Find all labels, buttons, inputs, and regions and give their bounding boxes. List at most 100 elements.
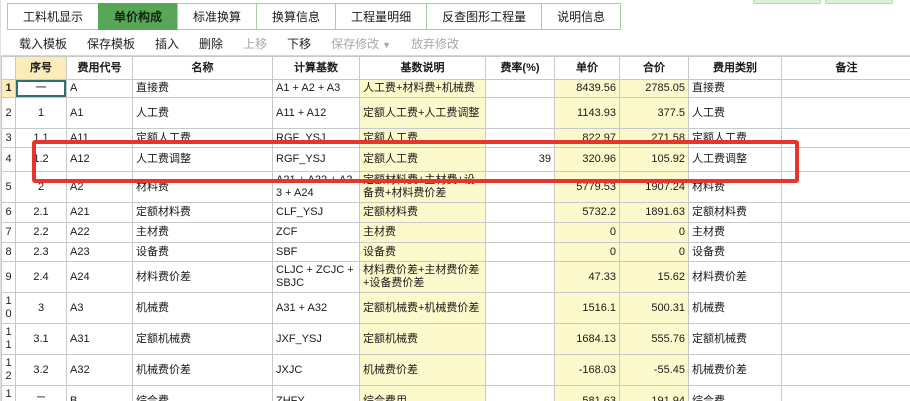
cell-rate[interactable]: [485, 202, 555, 223]
cell-note[interactable]: [781, 222, 910, 243]
toolbar-button-5[interactable]: 上移: [243, 36, 268, 51]
cell-rate[interactable]: [485, 292, 555, 324]
tab-3[interactable]: 标准换算: [177, 3, 257, 30]
cell-desc[interactable]: 定额材料费+主材费+设备费+材料费价差: [359, 171, 486, 203]
cell-desc[interactable]: 定额人工费: [359, 128, 486, 148]
cell-price[interactable]: 0: [554, 222, 620, 243]
cell-total[interactable]: -55.45: [619, 354, 689, 386]
cell-desc[interactable]: 材料费价差+主材费价差+设备费价差: [359, 261, 486, 293]
cell-code[interactable]: A: [66, 79, 133, 98]
toolbar-button-8[interactable]: 放弃修改: [411, 36, 460, 51]
cell-cat[interactable]: 机械费价差: [688, 354, 782, 386]
cell-desc[interactable]: 定额人工费: [359, 147, 486, 172]
cell-desc[interactable]: 设备费: [359, 242, 486, 262]
cell-price[interactable]: 5732.2: [554, 202, 620, 223]
cell-price[interactable]: 581.63: [554, 385, 620, 401]
cell-desc[interactable]: 机械费价差: [359, 354, 486, 386]
cell-cat[interactable]: 材料费价差: [688, 261, 782, 293]
tab-4[interactable]: 换算信息: [256, 3, 336, 30]
cell-rate[interactable]: [485, 128, 555, 148]
cell-note[interactable]: [781, 202, 910, 223]
cell-base[interactable]: SBF: [272, 242, 360, 262]
toolbar-button-7[interactable]: 保存修改 ▼: [331, 36, 392, 51]
cell-price[interactable]: 1143.93: [554, 97, 620, 129]
cell-note[interactable]: [781, 354, 910, 386]
cell-sn[interactable]: 1.2: [15, 147, 67, 172]
cell-sn[interactable]: 3.1: [15, 323, 67, 355]
toolbar-button-1[interactable]: 载入模板: [19, 36, 68, 51]
cell-note[interactable]: [781, 323, 910, 355]
cell-name[interactable]: 设备费: [132, 242, 273, 262]
cell-desc[interactable]: 人工费+材料费+机械费: [359, 79, 486, 98]
cell-price[interactable]: 320.96: [554, 147, 620, 172]
cell-price[interactable]: -168.03: [554, 354, 620, 386]
cell-rate[interactable]: [485, 171, 555, 203]
cell-sn[interactable]: 2: [15, 171, 67, 203]
cell-code[interactable]: A24: [66, 261, 133, 293]
cell-price[interactable]: 822.97: [554, 128, 620, 148]
cell-rate[interactable]: 39: [485, 147, 555, 172]
cell-code[interactable]: B: [66, 385, 133, 401]
cell-code[interactable]: A23: [66, 242, 133, 262]
cell-sn[interactable]: 2.3: [15, 242, 67, 262]
cell-rate[interactable]: [485, 97, 555, 129]
cell-note[interactable]: [781, 292, 910, 324]
cell-note[interactable]: [781, 171, 910, 203]
cell-desc[interactable]: 综合费用: [359, 385, 486, 401]
cell-code[interactable]: A22: [66, 222, 133, 243]
cell-cat[interactable]: 定额材料费: [688, 202, 782, 223]
cell-rate[interactable]: [485, 242, 555, 262]
cell-price[interactable]: 5779.53: [554, 171, 620, 203]
cell-note[interactable]: [781, 79, 910, 98]
cell-price[interactable]: 47.33: [554, 261, 620, 293]
cell-desc[interactable]: 定额人工费+人工费调整: [359, 97, 486, 129]
cell-name[interactable]: 定额人工费: [132, 128, 273, 148]
cell-code[interactable]: A1: [66, 97, 133, 129]
tab-7[interactable]: 说明信息: [541, 3, 622, 30]
cell-sn[interactable]: 2.4: [15, 261, 67, 293]
cell-sn[interactable]: 二: [15, 385, 67, 401]
cell-name[interactable]: 人工费调整: [132, 147, 273, 172]
cell-name[interactable]: 综合费: [132, 385, 273, 401]
toolbar-button-6[interactable]: 下移: [287, 36, 312, 51]
cell-code[interactable]: A32: [66, 354, 133, 386]
cell-base[interactable]: JXJC: [272, 354, 360, 386]
cell-sn[interactable]: 1.1: [15, 128, 67, 148]
cell-base[interactable]: RGF_YSJ: [272, 128, 360, 148]
cell-note[interactable]: [781, 385, 910, 401]
cell-sn[interactable]: 2.1: [15, 202, 67, 223]
cell-cat[interactable]: 定额人工费: [688, 128, 782, 148]
tab-5[interactable]: 工程量明细: [335, 3, 427, 30]
cell-code[interactable]: A2: [66, 171, 133, 203]
cell-base[interactable]: ZCF: [272, 222, 360, 243]
cell-cat[interactable]: 定额机械费: [688, 323, 782, 355]
cell-rate[interactable]: [485, 354, 555, 386]
cell-note[interactable]: [781, 128, 910, 148]
cell-base[interactable]: CLJC + ZCJC + SBJC: [272, 261, 360, 293]
cell-total[interactable]: 2785.05: [619, 79, 689, 98]
cutoff-button-2[interactable]: [825, 0, 893, 4]
cell-cat[interactable]: 直接费: [688, 79, 782, 98]
cell-note[interactable]: [781, 261, 910, 293]
cell-name[interactable]: 定额材料费: [132, 202, 273, 223]
cell-price[interactable]: 1684.13: [554, 323, 620, 355]
cell-cat[interactable]: 主材费: [688, 222, 782, 243]
cell-sn[interactable]: 3: [15, 292, 67, 324]
tab-2[interactable]: 单价构成: [98, 3, 178, 30]
cell-name[interactable]: 材料费: [132, 171, 273, 203]
cell-code[interactable]: A3: [66, 292, 133, 324]
cell-name[interactable]: 直接费: [132, 79, 273, 98]
cell-name[interactable]: 机械费: [132, 292, 273, 324]
cell-total[interactable]: 271.58: [619, 128, 689, 148]
cell-name[interactable]: 人工费: [132, 97, 273, 129]
cell-rate[interactable]: [485, 385, 555, 401]
cell-sn[interactable]: 1: [15, 97, 67, 129]
cell-rate[interactable]: [485, 79, 555, 98]
toolbar-button-3[interactable]: 插入: [155, 36, 180, 51]
cell-desc[interactable]: 定额机械费+机械费价差: [359, 292, 486, 324]
cell-price[interactable]: 1516.1: [554, 292, 620, 324]
cell-cat[interactable]: 人工费: [688, 97, 782, 129]
cell-rate[interactable]: [485, 261, 555, 293]
cell-total[interactable]: 0: [619, 242, 689, 262]
cell-total[interactable]: 0: [619, 222, 689, 243]
